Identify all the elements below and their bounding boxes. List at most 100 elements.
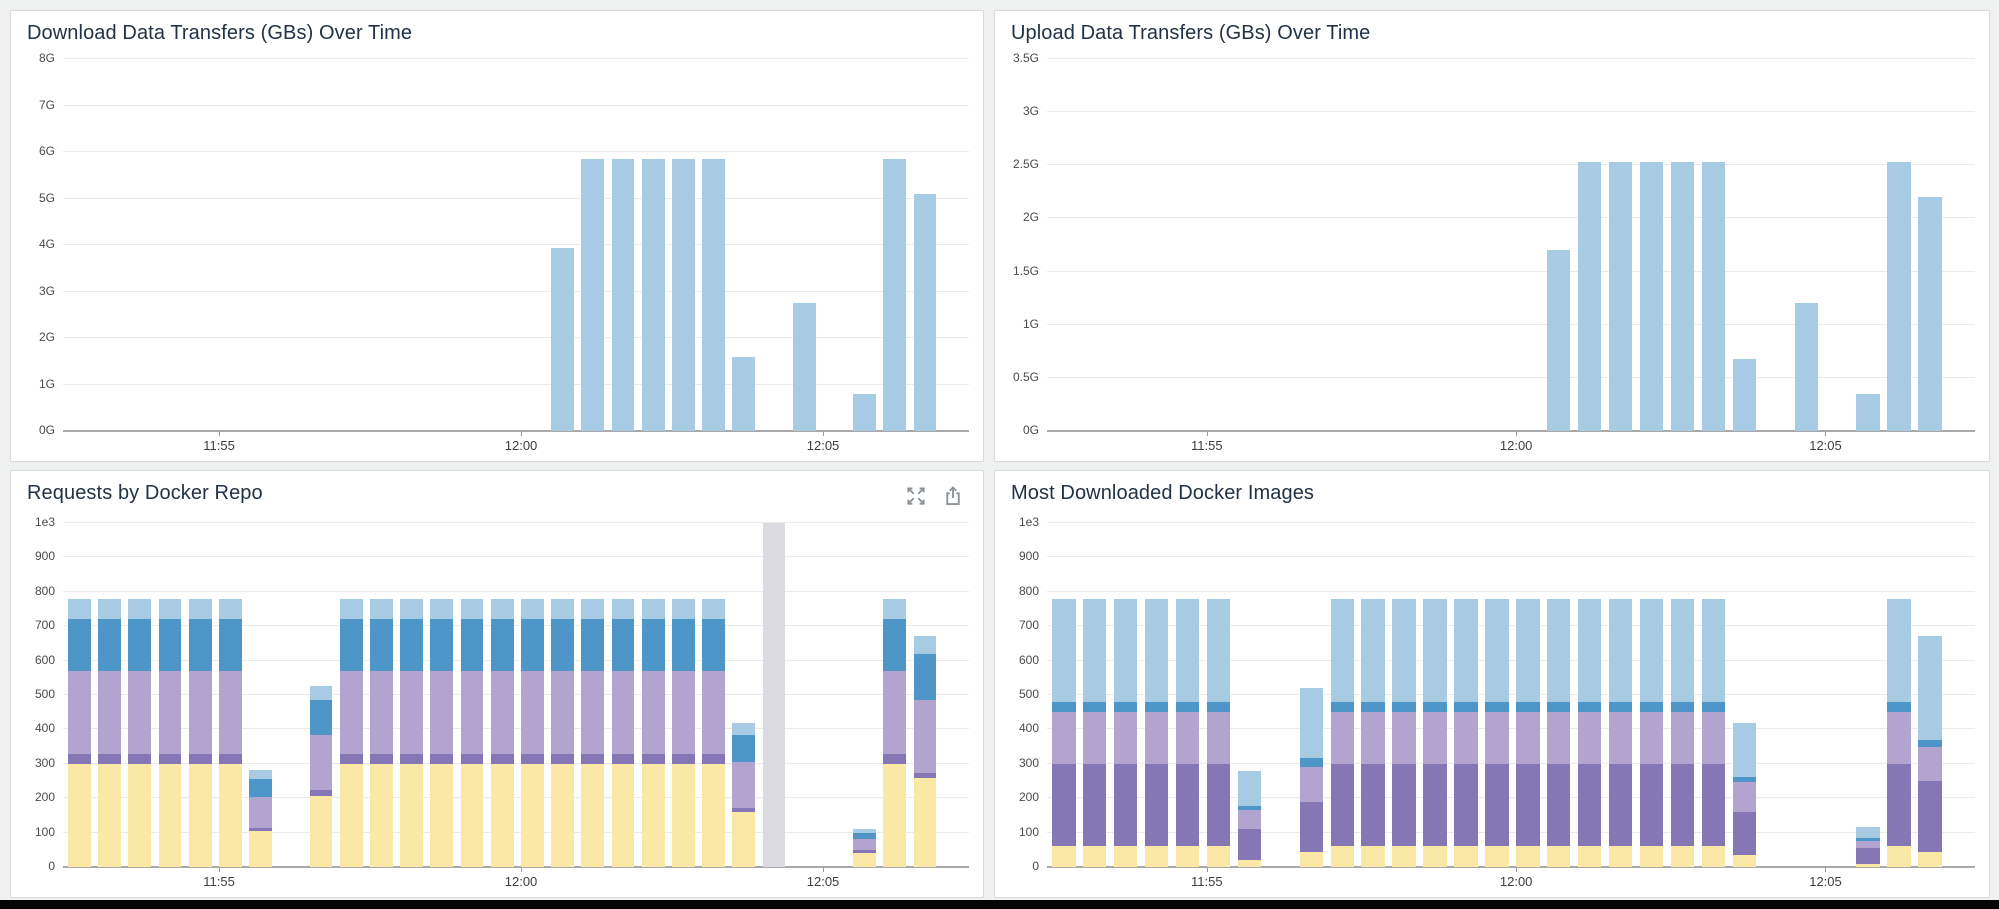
bar-segment-blue [1547,701,1571,712]
stacked-bar[interactable] [68,523,91,867]
stacked-bar[interactable] [762,523,786,867]
bar[interactable] [1918,59,1942,431]
bar[interactable] [1732,59,1757,431]
bar-segment-blue [1330,701,1354,712]
stacked-bar[interactable] [883,523,907,867]
stacked-bar[interactable] [913,523,937,867]
bar[interactable] [732,59,756,431]
stacked-bar[interactable] [1083,523,1107,867]
stacked-bar[interactable] [1454,523,1478,867]
bar[interactable] [1670,59,1695,431]
stacked-bar[interactable] [1175,523,1200,867]
bar-segment-dark-purple [732,807,756,812]
bar[interactable] [551,59,575,431]
gridline [63,383,969,385]
stacked-bar[interactable] [1144,523,1169,867]
bar[interactable] [1608,59,1633,431]
stacked-bar[interactable] [1856,523,1880,867]
stacked-bar[interactable] [98,523,122,867]
stacked-bar[interactable] [309,523,333,867]
bar[interactable] [1639,59,1664,431]
stacked-bar[interactable] [1392,523,1416,867]
stacked-bar[interactable] [188,523,212,867]
stacked-bar[interactable] [672,523,695,867]
stacked-bar[interactable] [1052,523,1076,867]
bar[interactable] [1887,59,1911,431]
bar-segment-lavender [339,670,363,754]
stacked-bar[interactable] [551,523,575,867]
stacked-bar[interactable] [611,523,635,867]
stacked-bar[interactable] [732,523,756,867]
stacked-bar[interactable] [219,523,242,867]
y-tick-label: 7G [38,97,55,112]
stacked-bar[interactable] [1701,523,1726,867]
bar[interactable] [883,59,907,431]
bar-segment-blue [913,654,937,700]
bar-segment-yellow [641,763,665,867]
stacked-bar[interactable] [1887,523,1911,867]
bar-segment-light-blue [1392,598,1416,702]
stacked-bar[interactable] [702,523,726,867]
bar-segment-yellow [1083,846,1107,867]
stacked-bar[interactable] [1423,523,1447,867]
bar[interactable] [611,59,635,431]
gridline [63,797,969,799]
stacked-bar[interactable] [1206,523,1231,867]
bar[interactable] [1578,59,1602,431]
stacked-bar[interactable] [1732,523,1757,867]
bar-segment-yellow [1237,860,1262,867]
stacked-bar[interactable] [581,523,605,867]
stacked-bar[interactable] [1237,523,1262,867]
stacked-bar[interactable] [1639,523,1664,867]
bar[interactable] [1856,59,1880,431]
stacked-bar[interactable] [1578,523,1602,867]
stacked-bar[interactable] [641,523,665,867]
bar[interactable] [913,59,937,431]
stacked-bar[interactable] [158,523,182,867]
stacked-bar[interactable] [249,523,273,867]
stacked-bar[interactable] [490,523,514,867]
share-icon[interactable] [943,486,963,506]
bar-segment-lavender [1144,711,1169,764]
bar-segment-dark-purple [1732,811,1757,855]
stacked-bar[interactable] [1516,523,1540,867]
stacked-bar[interactable] [370,523,393,867]
stacked-bar[interactable] [1547,523,1571,867]
expand-icon[interactable] [906,486,926,506]
bar-segment-dark-purple [1114,763,1138,847]
stacked-bar[interactable] [1361,523,1385,867]
x-tick-mark [219,867,221,872]
bar-segment [581,158,605,431]
stacked-bar[interactable] [521,523,544,867]
bar[interactable] [581,59,605,431]
bar-segment-yellow [732,811,756,867]
bar-segment-blue [1175,701,1200,712]
stacked-bar[interactable] [1608,523,1633,867]
bar[interactable] [1701,59,1726,431]
bar[interactable] [641,59,665,431]
stacked-bar[interactable] [400,523,424,867]
bar-segment-blue [581,619,605,671]
bar[interactable] [792,59,816,431]
bar[interactable] [1794,59,1818,431]
stacked-bar[interactable] [339,523,363,867]
stacked-bar[interactable] [1114,523,1138,867]
stacked-bar[interactable] [1299,523,1323,867]
stacked-bar[interactable] [1330,523,1354,867]
stacked-bar[interactable] [853,523,877,867]
bar[interactable] [853,59,877,431]
bar[interactable] [702,59,726,431]
stacked-bar[interactable] [430,523,454,867]
stacked-bar[interactable] [1485,523,1509,867]
stacked-bar[interactable] [1670,523,1695,867]
bar[interactable] [672,59,695,431]
bar[interactable] [1547,59,1571,431]
stacked-bar[interactable] [460,523,484,867]
bar-segment-lavender [1670,711,1695,764]
bar-segment-light-blue [460,598,484,620]
stacked-bar[interactable] [128,523,152,867]
panel-header: Most Downloaded Docker Images [995,471,1989,511]
stacked-bar[interactable] [1918,523,1942,867]
gridline [63,590,969,592]
bar-segment-blue [732,735,756,763]
